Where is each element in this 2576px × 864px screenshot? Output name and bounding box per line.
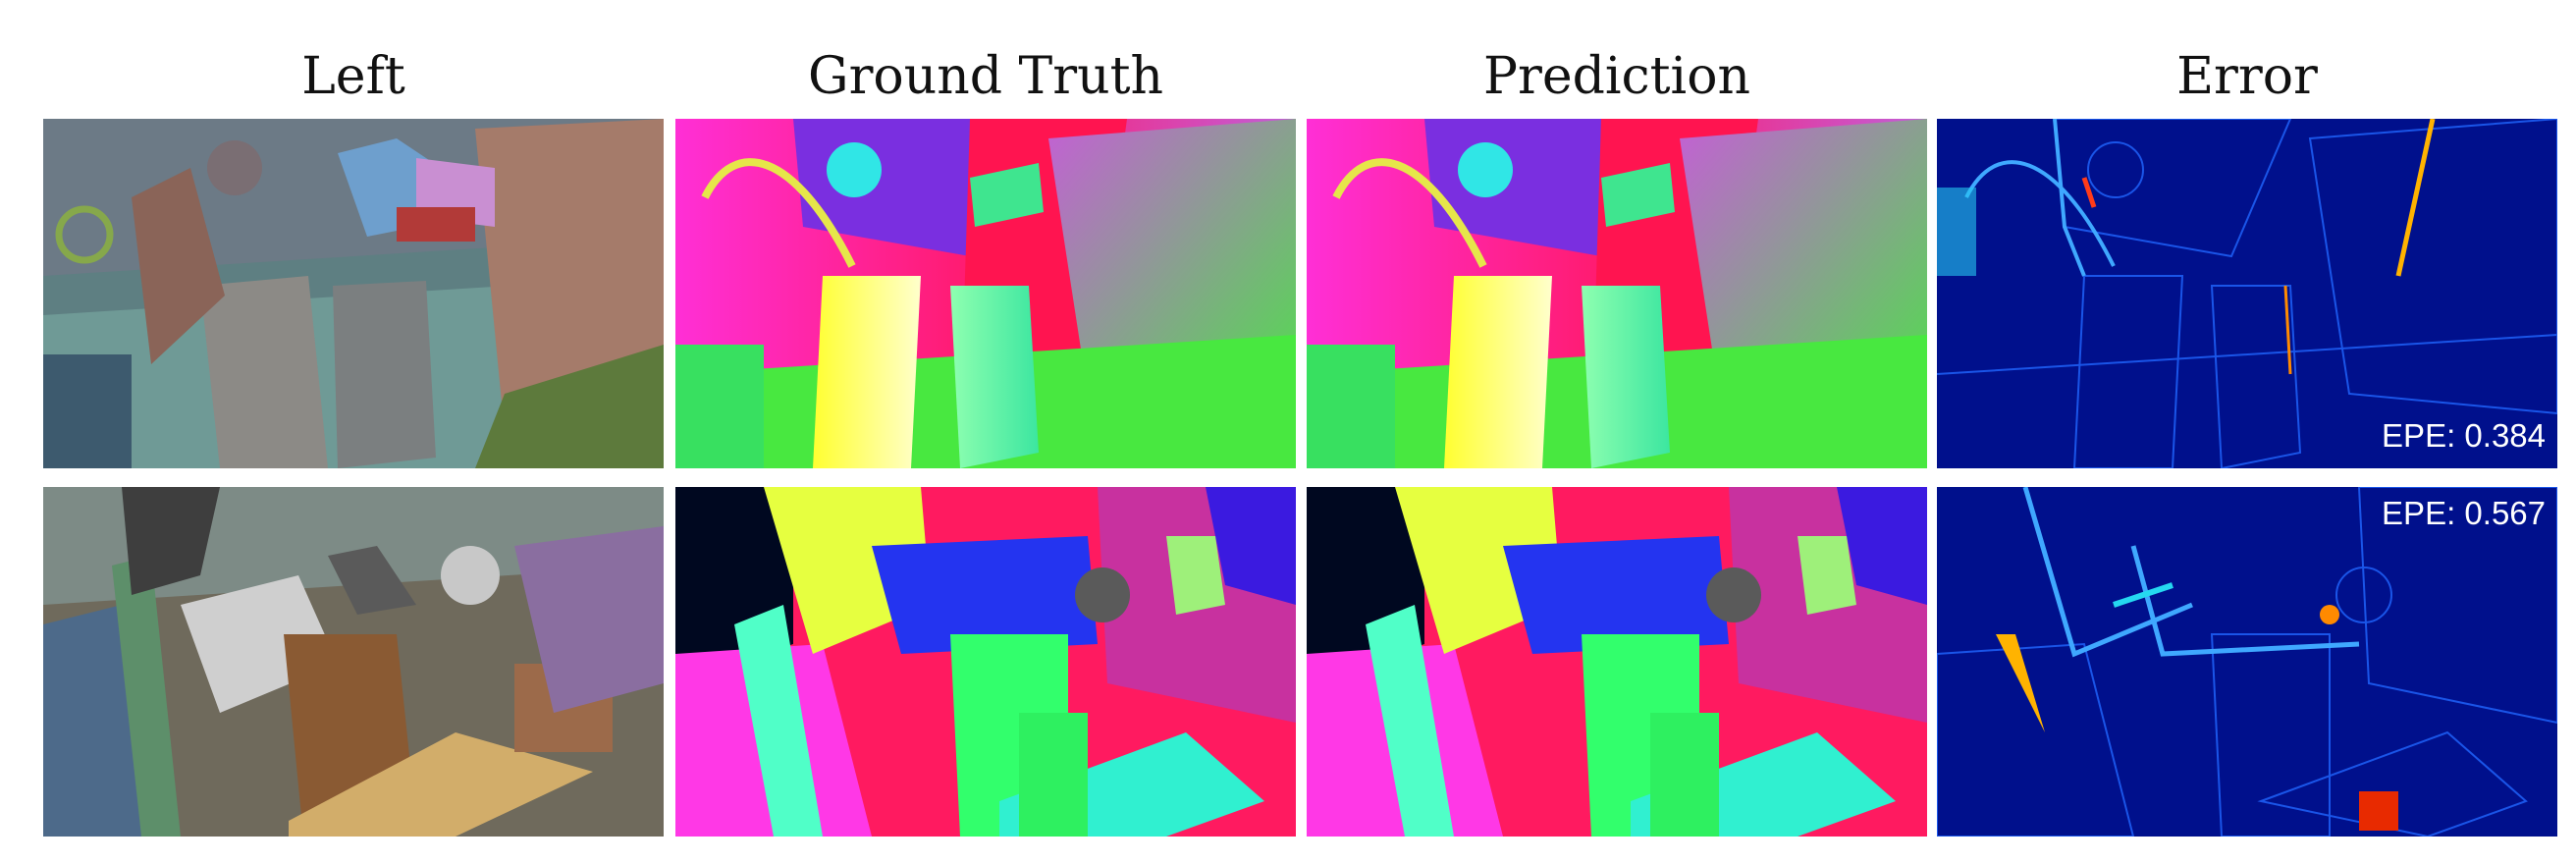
row2-ground-truth-flow: [675, 487, 1296, 837]
row2-error-map: EPE: 0.567: [1937, 487, 2557, 837]
row1-error-map: EPE: 0.384: [1937, 119, 2557, 468]
column-title-prediction: Prediction: [1483, 47, 1750, 106]
column-title-left: Left: [301, 47, 405, 106]
row2-left-image: [43, 487, 664, 837]
row1-ground-truth-flow: [675, 119, 1296, 468]
epe-label: EPE: 0.567: [2382, 495, 2546, 531]
row1-prediction-flow: [1307, 119, 1927, 468]
epe-label: EPE: 0.384: [2382, 417, 2546, 454]
row1-left-image: [43, 119, 664, 468]
column-title-error: Error: [2176, 47, 2318, 106]
row2-prediction-flow: [1307, 487, 1927, 837]
column-title-ground-truth: Ground Truth: [808, 47, 1163, 106]
